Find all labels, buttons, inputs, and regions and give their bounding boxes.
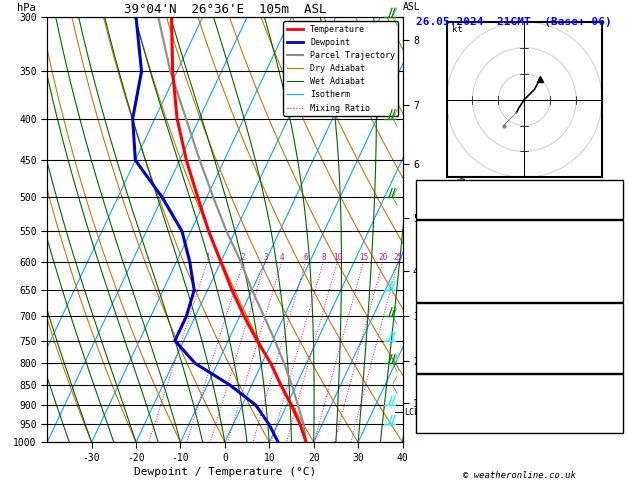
Text: 0: 0 <box>610 289 616 299</box>
Text: CIN (J): CIN (J) <box>420 361 464 371</box>
Text: 62°: 62° <box>598 410 616 420</box>
Text: 15: 15 <box>359 253 368 262</box>
Text: CAPE (J): CAPE (J) <box>420 350 469 360</box>
Text: K: K <box>420 182 426 192</box>
Text: 1.63: 1.63 <box>591 207 616 217</box>
Text: 25: 25 <box>393 253 403 262</box>
Text: Pressure (mb): Pressure (mb) <box>420 316 501 327</box>
Text: LCL: LCL <box>404 408 420 417</box>
Text: ╱
╲: ╱ ╲ <box>392 355 396 372</box>
Text: Totals Totals: Totals Totals <box>420 194 501 205</box>
Text: 26.05.2024  21GMT  (Base: 06): 26.05.2024 21GMT (Base: 06) <box>416 17 612 27</box>
Text: 20: 20 <box>378 253 387 262</box>
Text: km
ASL: km ASL <box>403 0 420 12</box>
Text: Lifted Index: Lifted Index <box>420 339 494 349</box>
Text: 47: 47 <box>604 194 616 205</box>
Text: Dewp (°C): Dewp (°C) <box>420 244 476 255</box>
Text: 40: 40 <box>604 387 616 398</box>
Text: 12: 12 <box>604 244 616 255</box>
Text: 6: 6 <box>303 253 308 262</box>
Text: kt: kt <box>452 25 462 34</box>
Text: hPa: hPa <box>17 3 36 13</box>
Text: ╱
╲: ╱ ╲ <box>392 110 396 127</box>
Text: 2: 2 <box>610 339 616 349</box>
Text: StmSpd (kt): StmSpd (kt) <box>420 421 488 431</box>
Text: 1001: 1001 <box>591 316 616 327</box>
Text: 2: 2 <box>241 253 245 262</box>
Title: 39°04'N  26°36'E  105m  ASL: 39°04'N 26°36'E 105m ASL <box>124 3 326 16</box>
Text: ╱
╲: ╱ ╲ <box>392 376 396 394</box>
Text: 29: 29 <box>604 399 616 409</box>
Text: 4: 4 <box>279 253 284 262</box>
Text: EH: EH <box>420 387 432 398</box>
Text: 10: 10 <box>333 253 342 262</box>
Text: Surface: Surface <box>499 222 543 232</box>
X-axis label: Dewpoint / Temperature (°C): Dewpoint / Temperature (°C) <box>134 467 316 477</box>
Text: ╱
╲: ╱ ╲ <box>392 8 396 26</box>
Text: Mixing Ratio (g/kg): Mixing Ratio (g/kg) <box>454 174 464 285</box>
Text: θᵉ(K): θᵉ(K) <box>420 256 451 266</box>
Text: 3: 3 <box>263 253 268 262</box>
Text: Lifted Index: Lifted Index <box>420 267 494 277</box>
Text: SREH: SREH <box>420 399 445 409</box>
Text: 1: 1 <box>205 253 209 262</box>
Text: Most Unstable: Most Unstable <box>481 305 562 315</box>
Legend: Temperature, Dewpoint, Parcel Trajectory, Dry Adiabat, Wet Adiabat, Isotherm, Mi: Temperature, Dewpoint, Parcel Trajectory… <box>284 21 398 116</box>
Text: Temp (°C): Temp (°C) <box>420 233 476 243</box>
Text: ╱
╲: ╱ ╲ <box>392 189 396 206</box>
Text: θᵉ (K): θᵉ (K) <box>420 328 457 338</box>
Text: CAPE (J): CAPE (J) <box>420 278 469 288</box>
Text: 18.3: 18.3 <box>591 233 616 243</box>
Text: 0: 0 <box>610 278 616 288</box>
Text: 316: 316 <box>598 328 616 338</box>
Text: 5: 5 <box>610 182 616 192</box>
Text: CIN (J): CIN (J) <box>420 289 464 299</box>
Text: Hodograph: Hodograph <box>493 376 549 386</box>
Text: 8: 8 <box>321 253 326 262</box>
Text: 2: 2 <box>610 267 616 277</box>
Text: 10: 10 <box>604 421 616 431</box>
Text: PW (cm): PW (cm) <box>420 207 464 217</box>
Text: ╱
╲: ╱ ╲ <box>392 308 396 325</box>
Text: 316: 316 <box>598 256 616 266</box>
Text: 0: 0 <box>610 350 616 360</box>
Text: StmDir: StmDir <box>420 410 457 420</box>
Text: 0: 0 <box>610 361 616 371</box>
Text: © weatheronline.co.uk: © weatheronline.co.uk <box>463 471 576 480</box>
